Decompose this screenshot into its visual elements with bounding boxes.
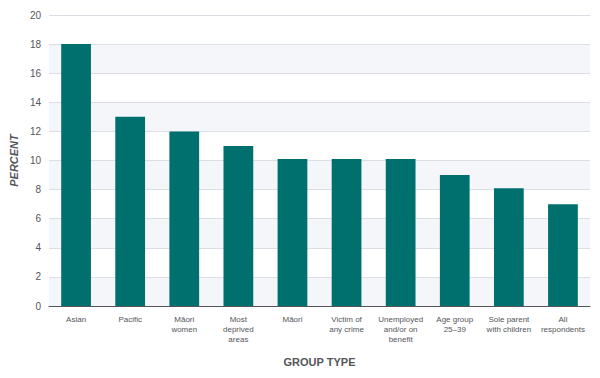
svg-text:women: women <box>170 325 197 334</box>
svg-text:and/or on: and/or on <box>384 325 418 334</box>
svg-text:18: 18 <box>30 39 42 50</box>
svg-text:20: 20 <box>30 10 42 21</box>
svg-text:Unemployed: Unemployed <box>378 315 423 324</box>
svg-text:Pacific: Pacific <box>118 315 142 324</box>
svg-text:Victim of: Victim of <box>331 315 362 324</box>
svg-text:25–39: 25–39 <box>444 325 467 334</box>
svg-text:with children: with children <box>486 325 531 334</box>
svg-text:0: 0 <box>35 301 41 312</box>
svg-text:Māori: Māori <box>174 315 194 324</box>
svg-text:12: 12 <box>30 126 42 137</box>
svg-text:any crime: any crime <box>329 325 364 334</box>
svg-text:8: 8 <box>35 184 41 195</box>
svg-text:16: 16 <box>30 68 42 79</box>
svg-text:4: 4 <box>35 242 41 253</box>
svg-text:10: 10 <box>30 155 42 166</box>
svg-text:Age group: Age group <box>436 315 473 324</box>
svg-text:GROUP TYPE: GROUP TYPE <box>284 356 356 368</box>
svg-text:Sole parent: Sole parent <box>488 315 530 324</box>
svg-text:Māori: Māori <box>282 315 302 324</box>
svg-text:14: 14 <box>30 97 42 108</box>
svg-text:respondents: respondents <box>541 325 585 334</box>
svg-text:Most: Most <box>230 315 248 324</box>
svg-text:areas: areas <box>228 335 248 344</box>
svg-text:6: 6 <box>35 213 41 224</box>
svg-text:PERCENT: PERCENT <box>8 133 20 187</box>
svg-text:benefit: benefit <box>389 335 414 344</box>
svg-text:deprived: deprived <box>223 325 254 334</box>
svg-text:Asian: Asian <box>66 315 86 324</box>
svg-text:All: All <box>559 315 568 324</box>
svg-text:2: 2 <box>35 271 41 282</box>
